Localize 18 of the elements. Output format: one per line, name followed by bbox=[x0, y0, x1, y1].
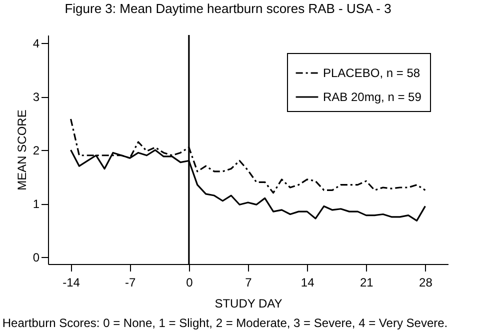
legend-label: RAB 20mg, n = 59 bbox=[323, 90, 422, 104]
chart-title: Figure 3: Mean Daytime heartburn scores RAB - USA - 3 bbox=[64, 1, 392, 16]
y-axis-title: MEAN SCORE bbox=[14, 110, 29, 190]
x-tick-label: 28 bbox=[419, 276, 433, 290]
x-tick-label: -14 bbox=[62, 276, 80, 290]
text: Heartburn Scores: 0 = None, 1 = Slight, 2 = Moderate, 3 = Severe, 4 = Very Severe. bbox=[2, 316, 448, 330]
x-tick-label: 21 bbox=[360, 276, 374, 290]
y-tick-label: 3 bbox=[32, 90, 40, 104]
y-tick-label: 4 bbox=[32, 36, 40, 51]
x-tick-label: -7 bbox=[125, 276, 136, 290]
x-tick-label: 14 bbox=[300, 276, 315, 290]
x-tick-label: 0 bbox=[186, 276, 194, 290]
legend-label: PLACEBO, n = 58 bbox=[323, 66, 420, 80]
x-tick-label: 7 bbox=[245, 276, 252, 290]
y-tick-label: 0 bbox=[32, 250, 40, 265]
x-axis-title: STUDY DAY bbox=[214, 296, 282, 310]
y-tick-label: 1 bbox=[32, 197, 40, 212]
y-tick-label: 2 bbox=[32, 144, 40, 158]
